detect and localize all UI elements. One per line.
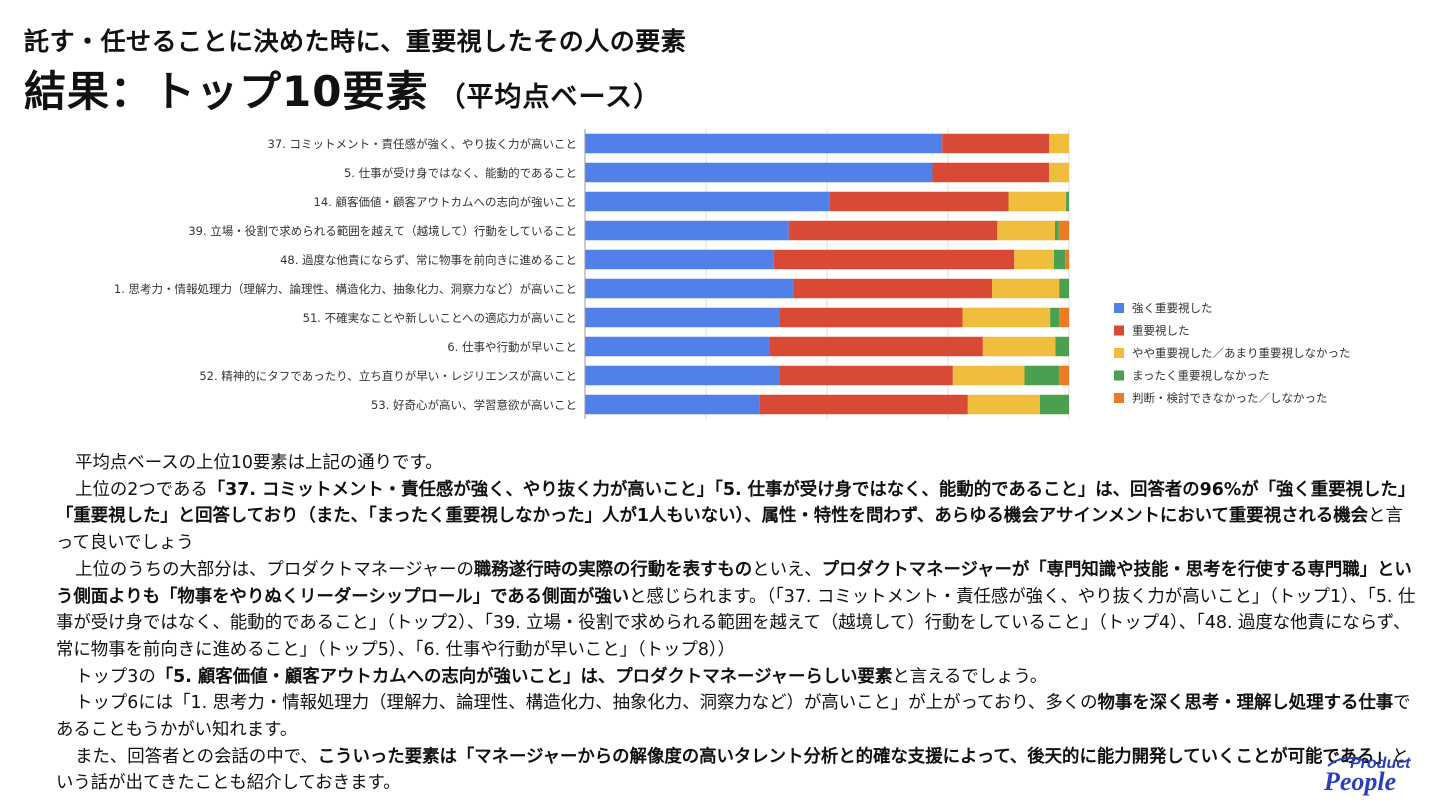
text-run: といえ、: [752, 559, 822, 580]
category-label: 39. 立場・役割で求められる範囲を越えて（越境して）行動をしていること: [188, 224, 577, 238]
bar-segment: [962, 307, 1051, 328]
bar-segment: [829, 191, 1009, 212]
bar-segment: [585, 278, 794, 299]
bar-segment: [779, 365, 953, 386]
bar-segment: [759, 394, 968, 415]
category-label: 53. 好奇心が高い、学習意欲が高いこと: [371, 398, 577, 412]
bar-segment: [793, 278, 993, 299]
bar-segment: [1049, 133, 1069, 154]
bar-segment: [1049, 162, 1069, 183]
bar-segment: [1055, 336, 1069, 357]
bar-segment: [1066, 191, 1069, 212]
bar-segment: [952, 365, 1025, 386]
bar-segment: [1059, 365, 1069, 386]
category-label: 1. 思考力・情報処理力（理解力、論理性、構造化力、抽象化力、洞察力など）が高い…: [114, 282, 577, 296]
text-run: と感じられます。（「37. コミットメント・責任感が強く、やり抜く力が高いこと」…: [56, 586, 1416, 660]
bar-segment: [932, 162, 1050, 183]
legend-swatch: [1114, 370, 1124, 381]
legend-label: 重要視した: [1132, 324, 1190, 338]
text-run: トップ6には「1. 思考力・情報処理力（理解力、論理性、構造化力、抽象化力、洞察…: [75, 693, 1098, 714]
bar-segment: [1039, 394, 1069, 415]
text-run: と言って良いでしょう: [56, 506, 1403, 554]
bar-segment: [585, 191, 830, 212]
bar-segment: [779, 307, 963, 328]
legend-label: 強く重要視した: [1132, 301, 1213, 315]
paragraph-6: また、回答者との会話の中で、こういった要素は「マネージャーからの解像度の高いタレ…: [56, 744, 1416, 797]
paragraph-5: トップ6には「1. 思考力・情報処理力（理解力、論理性、構造化力、抽象化力、洞察…: [56, 690, 1416, 743]
bar-segment: [585, 336, 770, 357]
bar-segment: [1065, 249, 1069, 270]
legend-swatch: [1114, 325, 1124, 336]
bar-segment: [1054, 220, 1059, 241]
bar-segment: [585, 365, 780, 386]
body-text: 平均点ベースの上位10要素は上記の通りです。 上位の2つである「37. コミット…: [56, 450, 1416, 797]
category-label: 5. 仕事が受け身ではなく、能動的であること: [344, 166, 577, 180]
bar-segment: [585, 162, 933, 183]
bar-segment: [585, 133, 943, 154]
page-title: 結果：トップ10要素 （平均点ベース）: [24, 58, 661, 119]
legend-label: やや重要視した／あまり重要視しなかった: [1132, 346, 1351, 360]
bold-text-run: 物事を深く思考・理解し処理する仕事: [1097, 693, 1394, 714]
category-label: 6. 仕事や行動が早いこと: [447, 340, 577, 354]
bar-segment: [992, 278, 1060, 299]
bold-text-run: 職務遂行時の実際の行動を表すもの: [473, 559, 753, 580]
legend-label: まったく重要視しなかった: [1132, 369, 1270, 383]
text-run: また、回答者との会話の中で、: [75, 746, 318, 767]
bar-segment: [1059, 278, 1069, 299]
legend-swatch: [1114, 348, 1124, 358]
bold-text-run: プロダクトマネージャーが「専門知識や技能・思考を行使する専門職」という側面よりも…: [56, 559, 1412, 607]
text-run: 上位のうちの大部分は、プロダクトマネージャーの: [75, 559, 474, 580]
text-run: トップ3の: [75, 666, 156, 687]
bar-segment: [585, 249, 774, 270]
title-main: 結果：トップ10要素: [24, 67, 429, 116]
bar-segment: [1024, 365, 1060, 386]
bar-segment: [1058, 220, 1069, 241]
bar-segment: [1053, 249, 1066, 270]
stacked-bar-chart: 37. コミットメント・責任感が強く、やり抜く力が高いこと 5. 仕事が受け身では…: [114, 129, 1351, 419]
bold-text-run: 「37. コミットメント・責任感が強く、やり抜く力が高いこと」「5. 仕事が受け…: [56, 479, 1416, 527]
text-run: であることもうかがい知れます。: [56, 693, 1411, 741]
paragraph-1: 平均点ベースの上位10要素は上記の通りです。: [75, 453, 443, 473]
bar-segment: [769, 336, 983, 357]
category-label: 51. 不確実なことや新しいことへの適応力が高いこと: [303, 311, 577, 325]
legend-swatch: [1114, 303, 1124, 313]
page-subtitle: 託す・任せることに決めた時に、重要視したその人の要素: [24, 27, 687, 56]
category-label: 37. コミットメント・責任感が強く、やり抜く力が高いこと: [268, 137, 577, 151]
category-label: 52. 精神的にタフであったり、立ち直りが早い・レジリエンスが高いこと: [199, 369, 577, 383]
bar-segment: [1008, 191, 1067, 212]
bar-segment: [585, 394, 760, 415]
text-run: 上位の2つである: [75, 479, 208, 500]
bar-segment: [942, 133, 1050, 154]
legend-swatch: [1114, 393, 1124, 403]
legend-label: 判断・検討できなかった／しなかった: [1132, 391, 1328, 405]
logo-line2: People: [1323, 767, 1396, 796]
bar-segment: [1050, 307, 1060, 328]
bold-text-run: こういった要素は「マネージャーからの解像度の高いタレント分析と的確な支援によって…: [317, 746, 1392, 767]
paragraph-3: 上位のうちの大部分は、プロダクトマネージャーの職務遂行時の実際の行動を表すものと…: [56, 557, 1416, 664]
category-label: 14. 顧客価値・顧客アウトカムへの志向が強いこと: [314, 195, 577, 209]
logo-line1: Product: [1350, 755, 1411, 772]
bar-segment: [788, 220, 998, 241]
bar-segment: [1059, 307, 1069, 328]
paragraph-4: トップ3の「5. 顧客価値・顧客アウトカムへの志向が強いこと」は、プロダクトマネ…: [56, 664, 1416, 691]
text-run: という話が出てきたことも紹介しておきます。: [56, 746, 1410, 794]
title-sub: （平均点ベース）: [438, 82, 662, 113]
bar-segment: [997, 220, 1055, 241]
bar-segment: [982, 336, 1056, 357]
category-label: 48. 過度な他責にならず、常に物事を前向きに進めること: [280, 253, 577, 267]
bar-segment: [1014, 249, 1054, 270]
product-people-logo: Product People: [1323, 755, 1411, 796]
bar-segment: [773, 249, 1015, 270]
paragraph-2: 上位の2つである「37. コミットメント・責任感が強く、やり抜く力が高いこと」「…: [56, 477, 1416, 557]
bar-segment: [585, 220, 789, 241]
bar-segment: [585, 307, 780, 328]
bold-text-run: 「5. 顧客価値・顧客アウトカムへの志向が強いこと」は、プロダクトマネージャーら…: [155, 666, 893, 687]
bar-segment: [967, 394, 1040, 415]
text-run: と言えるでしょう。: [892, 666, 1048, 687]
